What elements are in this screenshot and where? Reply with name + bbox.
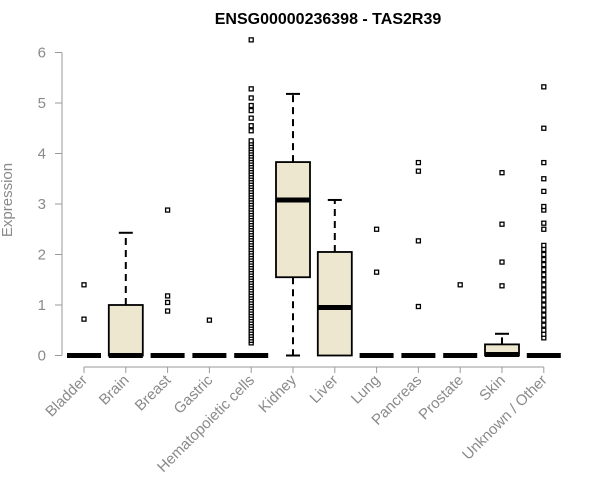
outlier-point xyxy=(248,86,254,92)
outlier-point xyxy=(541,312,547,318)
outlier-point xyxy=(541,220,547,226)
plot-area xyxy=(67,37,561,358)
outlier-point xyxy=(248,115,254,121)
box-group xyxy=(484,170,520,357)
box-group xyxy=(192,317,227,358)
y-tick-label: 0 xyxy=(38,348,46,365)
outlier-point xyxy=(499,283,505,289)
y-tick-label: 5 xyxy=(38,95,46,112)
box xyxy=(316,251,353,357)
y-tick-label: 2 xyxy=(38,247,46,264)
y-axis-title: Expression xyxy=(0,163,16,237)
outlier-point xyxy=(248,95,254,101)
x-tick-label: Breast xyxy=(132,371,175,414)
outlier-point xyxy=(499,221,505,227)
outlier-point xyxy=(415,168,422,174)
outlier-point xyxy=(248,102,254,109)
box-group xyxy=(443,282,478,358)
outlier-point xyxy=(373,226,380,232)
outlier-point xyxy=(541,266,547,273)
box-group xyxy=(234,37,269,358)
y-tick-label: 1 xyxy=(38,297,46,314)
box-group xyxy=(107,231,144,358)
outlier-point xyxy=(164,293,171,299)
outlier-point xyxy=(248,123,254,129)
outlier-point xyxy=(541,125,547,131)
box xyxy=(107,304,144,357)
outlier-point xyxy=(541,256,547,263)
x-tick-label: Skin xyxy=(476,372,509,405)
outlier-point xyxy=(541,84,547,90)
x-tick-label: Liver xyxy=(307,372,342,407)
outlier-point xyxy=(164,308,171,314)
outlier-point xyxy=(248,128,254,134)
outlier-point xyxy=(541,302,547,308)
outlier-point xyxy=(164,299,171,306)
chart-title: ENSG00000236398 - TAS2R39 xyxy=(215,11,442,28)
outlier-point xyxy=(415,238,422,244)
y-tick-label: 6 xyxy=(38,45,46,62)
outlier-point xyxy=(541,292,547,298)
x-tick-label: Bladder xyxy=(42,372,91,421)
y-tick-label: 3 xyxy=(38,196,46,213)
box-group xyxy=(67,282,101,358)
outlier-point xyxy=(541,251,547,258)
outlier-point xyxy=(164,207,171,213)
outlier-point xyxy=(541,242,547,249)
box-group xyxy=(359,226,394,358)
box-group xyxy=(150,207,185,358)
outlier-point xyxy=(248,138,254,144)
outlier-point xyxy=(541,327,547,333)
x-tick-label: Prostate xyxy=(415,372,467,424)
outlier-point xyxy=(541,261,547,268)
x-tick-label: Lung xyxy=(348,372,384,408)
box-group xyxy=(275,92,311,357)
outlier-point xyxy=(541,226,547,232)
y-axis: 0 1 2 3 4 5 6 xyxy=(38,45,63,365)
outlier-point xyxy=(541,203,547,210)
outlier-point xyxy=(541,176,547,182)
outlier-point xyxy=(541,282,547,288)
x-tick-label: Brain xyxy=(96,372,133,409)
outlier-point xyxy=(248,37,254,43)
outlier-point xyxy=(541,297,547,303)
outlier-point xyxy=(541,317,547,323)
outlier-point xyxy=(248,107,254,114)
outlier-point xyxy=(373,269,380,275)
box-group xyxy=(316,198,353,357)
outlier-point xyxy=(541,322,547,328)
outlier-point xyxy=(541,277,547,283)
outlier-point xyxy=(415,303,422,310)
x-tick-label: Kidney xyxy=(255,371,300,416)
outlier-point xyxy=(541,272,547,278)
outlier-point xyxy=(541,159,547,166)
outlier-point xyxy=(541,188,547,195)
outlier-point xyxy=(206,317,213,323)
box-group xyxy=(526,84,561,358)
outlier-point xyxy=(541,307,547,313)
box xyxy=(275,161,311,279)
box-group xyxy=(401,159,436,358)
outlier-point xyxy=(499,170,505,176)
y-tick-label: 4 xyxy=(38,146,46,163)
outlier-point xyxy=(415,159,422,166)
outlier-point xyxy=(499,259,505,265)
outlier-point xyxy=(81,282,87,288)
outlier-point xyxy=(81,316,87,322)
outlier-point xyxy=(541,287,547,293)
outlier-point xyxy=(457,282,463,288)
